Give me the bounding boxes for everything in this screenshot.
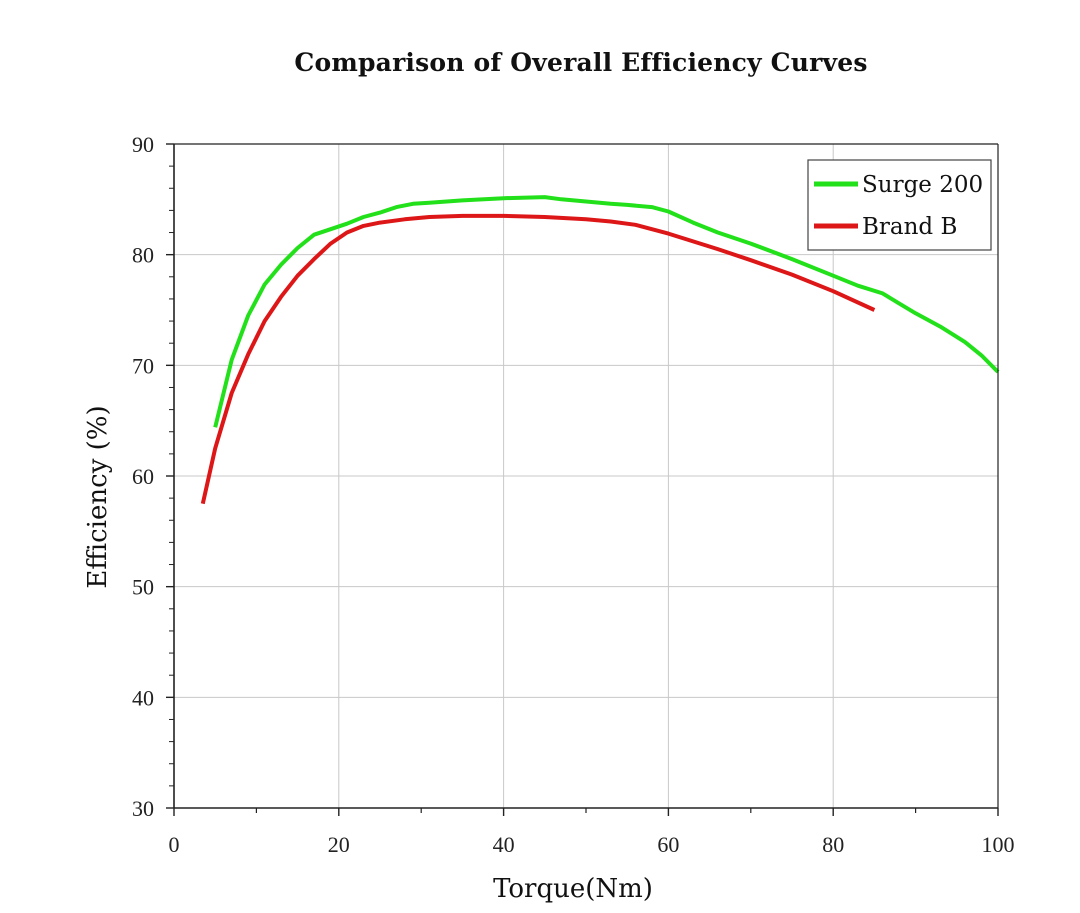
series-line-1 [213,195,1000,428]
y-axis-title: Efficiency (%) [83,405,113,588]
x-tick-label: 20 [328,832,350,857]
y-tick-label: 50 [132,575,154,600]
y-tick-label: 90 [132,132,154,157]
y-tick-label: 80 [132,243,154,268]
y-tick-label: 40 [132,685,154,710]
x-axis-title: Torque(Nm) [493,874,653,904]
y-tick-label: 70 [132,353,154,378]
legend-label-2: Brand B [862,214,957,240]
legend-box [807,159,992,251]
axis-ticks: 0 20 40 60 80 100 30 40 50 60 70 80 90 [132,132,1015,857]
x-tick-label: 60 [657,832,679,857]
series-lines [200,195,1000,505]
legend: Surge 200 Brand B [807,159,992,251]
legend-label-1: Surge 200 [862,172,983,198]
x-tick-label: 100 [982,832,1015,857]
x-tick-label: 80 [822,832,844,857]
y-tick-label: 60 [132,464,154,489]
series-line-2 [200,213,876,505]
chart-title: Comparison of Overall Efficiency Curves [294,48,868,77]
x-tick-label: 40 [493,832,515,857]
grid [174,144,998,808]
x-tick-label: 0 [169,832,180,857]
y-tick-label: 30 [132,796,154,821]
